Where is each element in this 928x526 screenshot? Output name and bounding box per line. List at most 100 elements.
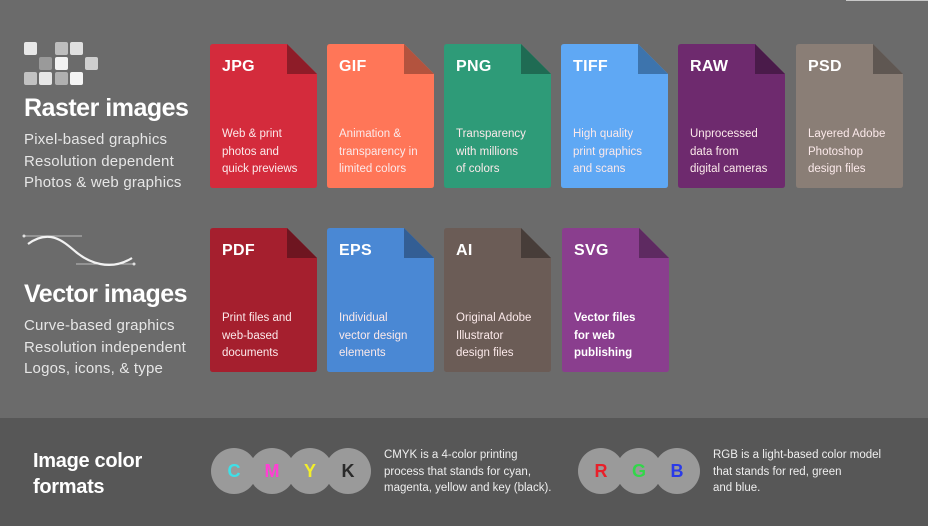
vector-desc-line: Logos, icons, & type xyxy=(24,360,164,377)
color-letter: B xyxy=(670,461,684,481)
color-circle-y: Y xyxy=(287,448,333,494)
file-description: Individual vector design elements xyxy=(339,310,431,363)
file-icon xyxy=(210,228,317,372)
vector-section: Vector images Curve-based graphics Resol… xyxy=(24,280,188,380)
file-extension: PNG xyxy=(456,58,492,75)
color-circle-k: K xyxy=(325,448,371,494)
file-card-jpg: JPG Web & print photos and quick previews xyxy=(210,44,317,188)
file-description-line: vector design xyxy=(339,329,408,342)
file-icon xyxy=(678,44,785,188)
color-formats-title: Image color formats xyxy=(33,448,173,500)
file-icon xyxy=(562,228,669,372)
file-description-line: Vector files xyxy=(574,312,636,324)
file-card-svg: SVG Vector files for web publishing xyxy=(562,228,669,372)
file-description: Original Adobe Illustrator design files xyxy=(456,310,548,363)
file-description-line: print graphics xyxy=(573,145,643,158)
file-description-line: Print files and xyxy=(222,312,292,324)
file-card-png: PNG Transparency with millions of colors xyxy=(444,44,551,188)
file-extension: PDF xyxy=(222,242,255,259)
raster-section: Raster images Pixel-based graphics Resol… xyxy=(24,94,189,194)
color-letter: K xyxy=(341,461,355,481)
file-description-line: design files xyxy=(808,163,866,175)
file-card-gif: GIF Animation & transparency in limited col… xyxy=(327,44,434,188)
file-description-line: quick previews xyxy=(222,163,298,175)
file-description: Vector files for web publishing xyxy=(574,310,666,363)
file-description-line: web-based xyxy=(222,329,279,342)
file-description: Web & print photos and quick previews xyxy=(222,126,314,179)
file-description-line: Transparency xyxy=(456,128,526,140)
file-icon xyxy=(796,44,903,188)
bezier-curve-icon xyxy=(22,234,136,266)
file-extension: GIF xyxy=(339,58,367,75)
file-description-line: digital cameras xyxy=(690,163,768,175)
file-icon xyxy=(210,44,317,188)
color-formats-title-line: formats xyxy=(33,476,105,498)
file-description: High quality print graphics and scans xyxy=(573,126,665,179)
file-description-line: Original Adobe xyxy=(456,312,532,324)
vector-desc-line: Resolution independent xyxy=(24,338,187,356)
file-description-line: with millions xyxy=(456,145,518,158)
file-icon xyxy=(327,44,434,188)
file-description-line: publishing xyxy=(574,347,633,359)
color-letter: M xyxy=(264,461,280,481)
file-card-eps: EPS Individual vector design elements xyxy=(327,228,434,372)
file-description-line: transparency in xyxy=(339,145,418,158)
file-description-line: Animation & xyxy=(339,128,402,140)
vector-description: Curve-based graphics Resolution independ… xyxy=(24,315,187,380)
color-letter: Y xyxy=(303,461,316,481)
file-description-line: Layered Adobe xyxy=(808,128,886,140)
file-description: Transparency with millions of colors xyxy=(456,126,548,179)
file-description: Animation & transparency in limited colors xyxy=(339,126,431,179)
file-extension: EPS xyxy=(339,242,372,259)
file-description: Layered Adobe Photoshop design files xyxy=(808,126,900,179)
file-description-line: data from xyxy=(690,145,739,158)
file-description: Unprocessed data from digital cameras xyxy=(690,126,782,179)
file-description-line: documents xyxy=(222,347,279,359)
rgb-desc-line: and blue. xyxy=(713,482,761,494)
file-extension: AI xyxy=(456,242,473,259)
file-description-line: limited colors xyxy=(339,163,407,175)
file-extension: RAW xyxy=(690,58,729,75)
file-description-line: Web & print xyxy=(222,128,282,140)
file-extension: PSD xyxy=(808,58,842,75)
file-description-line: Photoshop xyxy=(808,145,863,158)
file-description: Print files and web-based documents xyxy=(222,310,314,363)
file-card-psd: PSD Layered Adobe Photoshop design files xyxy=(796,44,903,188)
rgb-desc-line: that stands for red, green xyxy=(713,465,842,478)
color-letter: G xyxy=(631,461,646,481)
raster-desc-line: Resolution dependent xyxy=(24,152,174,170)
raster-description: Pixel-based graphics Resolution dependen… xyxy=(24,129,188,194)
file-description-line: for web xyxy=(574,329,615,342)
footer-panel xyxy=(0,418,928,526)
cmyk-desc-line: process that stands for cyan, xyxy=(384,465,532,478)
file-description-line: of colors xyxy=(456,163,500,175)
raster-desc-line: Pixel-based graphics xyxy=(24,131,168,148)
file-card-ai: AI Original Adobe Illustrator design files xyxy=(444,228,551,372)
vector-title: Vector images xyxy=(24,280,188,308)
color-letter: C xyxy=(227,461,241,481)
file-card-pdf: PDF Print files and web-based documents xyxy=(210,228,317,372)
color-formats-title-line: Image color xyxy=(33,450,142,472)
pixel-grid-icon xyxy=(24,42,104,90)
file-icon xyxy=(444,44,551,188)
file-description-line: elements xyxy=(339,347,386,359)
raster-desc-line: Photos & web graphics xyxy=(24,174,182,191)
file-extension: SVG xyxy=(574,242,609,259)
rgb-desc-line: RGB is a light-based color model xyxy=(713,449,882,461)
file-description-line: Individual xyxy=(339,312,388,324)
rgb-description: RGB is a light-based color model that st… xyxy=(713,447,881,497)
file-description-line: photos and xyxy=(222,145,279,158)
file-icon xyxy=(327,228,434,372)
raster-title: Raster images xyxy=(24,94,189,122)
vector-desc-line: Curve-based graphics xyxy=(24,317,175,334)
file-description-line: and scans xyxy=(573,163,626,175)
file-description-line: design files xyxy=(456,347,514,359)
file-extension: TIFF xyxy=(573,58,608,75)
cmyk-desc-line: magenta, yellow and key (black). xyxy=(384,482,552,494)
file-description-line: High quality xyxy=(573,128,634,140)
color-circle-b: B xyxy=(654,448,700,494)
file-icon xyxy=(444,228,551,372)
top-edge-line xyxy=(846,0,928,1)
file-card-tiff: TIFF High quality print graphics and scans xyxy=(561,44,668,188)
file-icon xyxy=(561,44,668,188)
